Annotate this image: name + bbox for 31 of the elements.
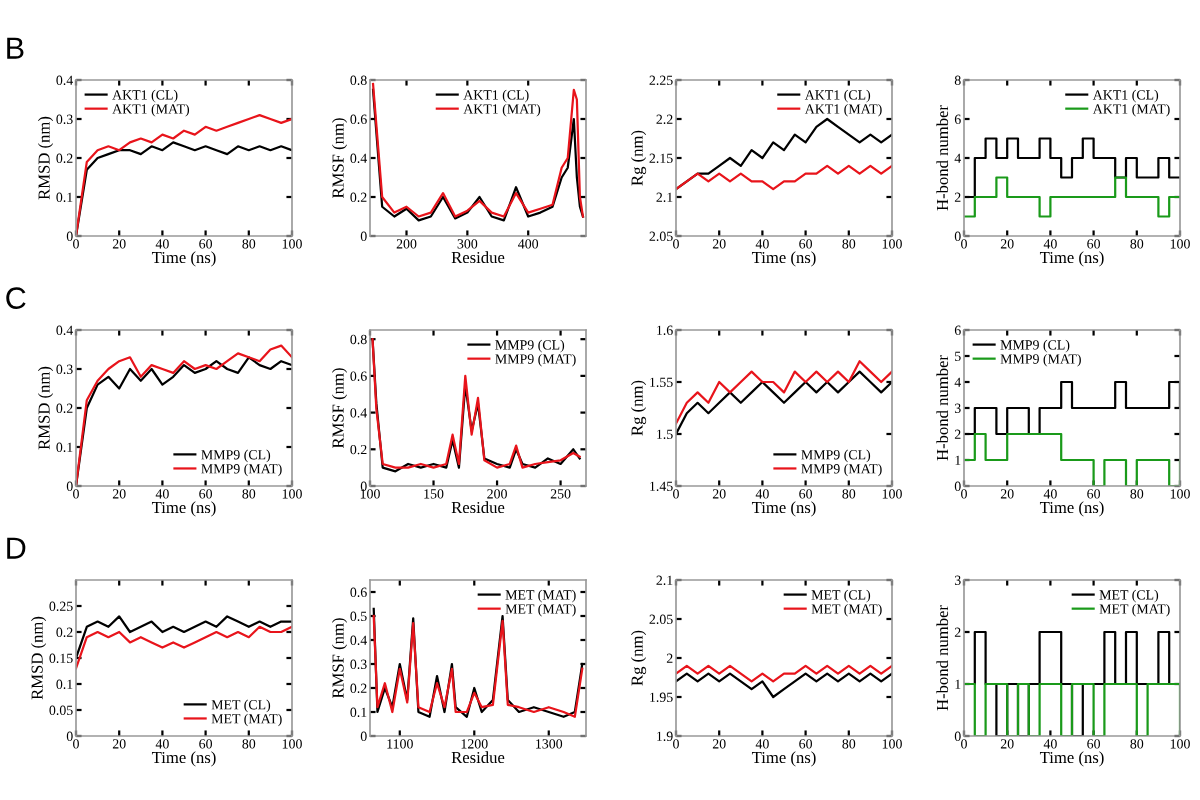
chart-title: D — [7, 537, 26, 559]
line-series — [676, 164, 892, 191]
x-axis-title: Time (ns) — [751, 751, 816, 767]
y-axis-title: RMSD (nm) — [31, 616, 47, 700]
x-axis-title: Residue — [451, 501, 505, 514]
chart-title: C — [6, 287, 26, 309]
x-axis-title: Time (ns) — [751, 501, 816, 517]
chart-title: B — [7, 37, 24, 59]
y-axis-title: RMSF (nm) — [331, 618, 348, 699]
x-axis-title: Time (ns) — [151, 251, 216, 267]
line-series — [76, 625, 292, 670]
y-axis-title: H-bond number — [936, 105, 949, 211]
y-axis-title: Rg (nm) — [630, 130, 647, 186]
x-axis-title: Time (ns) — [751, 251, 816, 267]
y-axis-title: RMSD (nm) — [37, 366, 54, 450]
line-series — [676, 360, 892, 425]
x-axis-title: Time (ns) — [151, 751, 216, 767]
y-axis-title: H-bond number — [936, 605, 949, 711]
y-axis-title: H-bond number — [936, 355, 949, 461]
y-axis-title: RMSD (nm) — [37, 116, 54, 200]
x-axis-title: Residue — [451, 251, 505, 264]
y-axis-title: Rg (nm) — [630, 380, 647, 436]
line-series — [676, 672, 892, 699]
x-axis-title: Residue — [451, 751, 505, 764]
y-axis-title: RMSF (nm) — [331, 118, 348, 199]
x-axis-title: Time (ns) — [1039, 751, 1104, 767]
y-axis-title: Rg (nm) — [630, 630, 647, 686]
x-axis-title: Time (ns) — [151, 501, 216, 517]
y-axis-title: RMSF (nm) — [331, 368, 348, 449]
x-axis-title: Time (ns) — [1039, 501, 1104, 517]
x-axis-title: Time (ns) — [1039, 251, 1104, 267]
